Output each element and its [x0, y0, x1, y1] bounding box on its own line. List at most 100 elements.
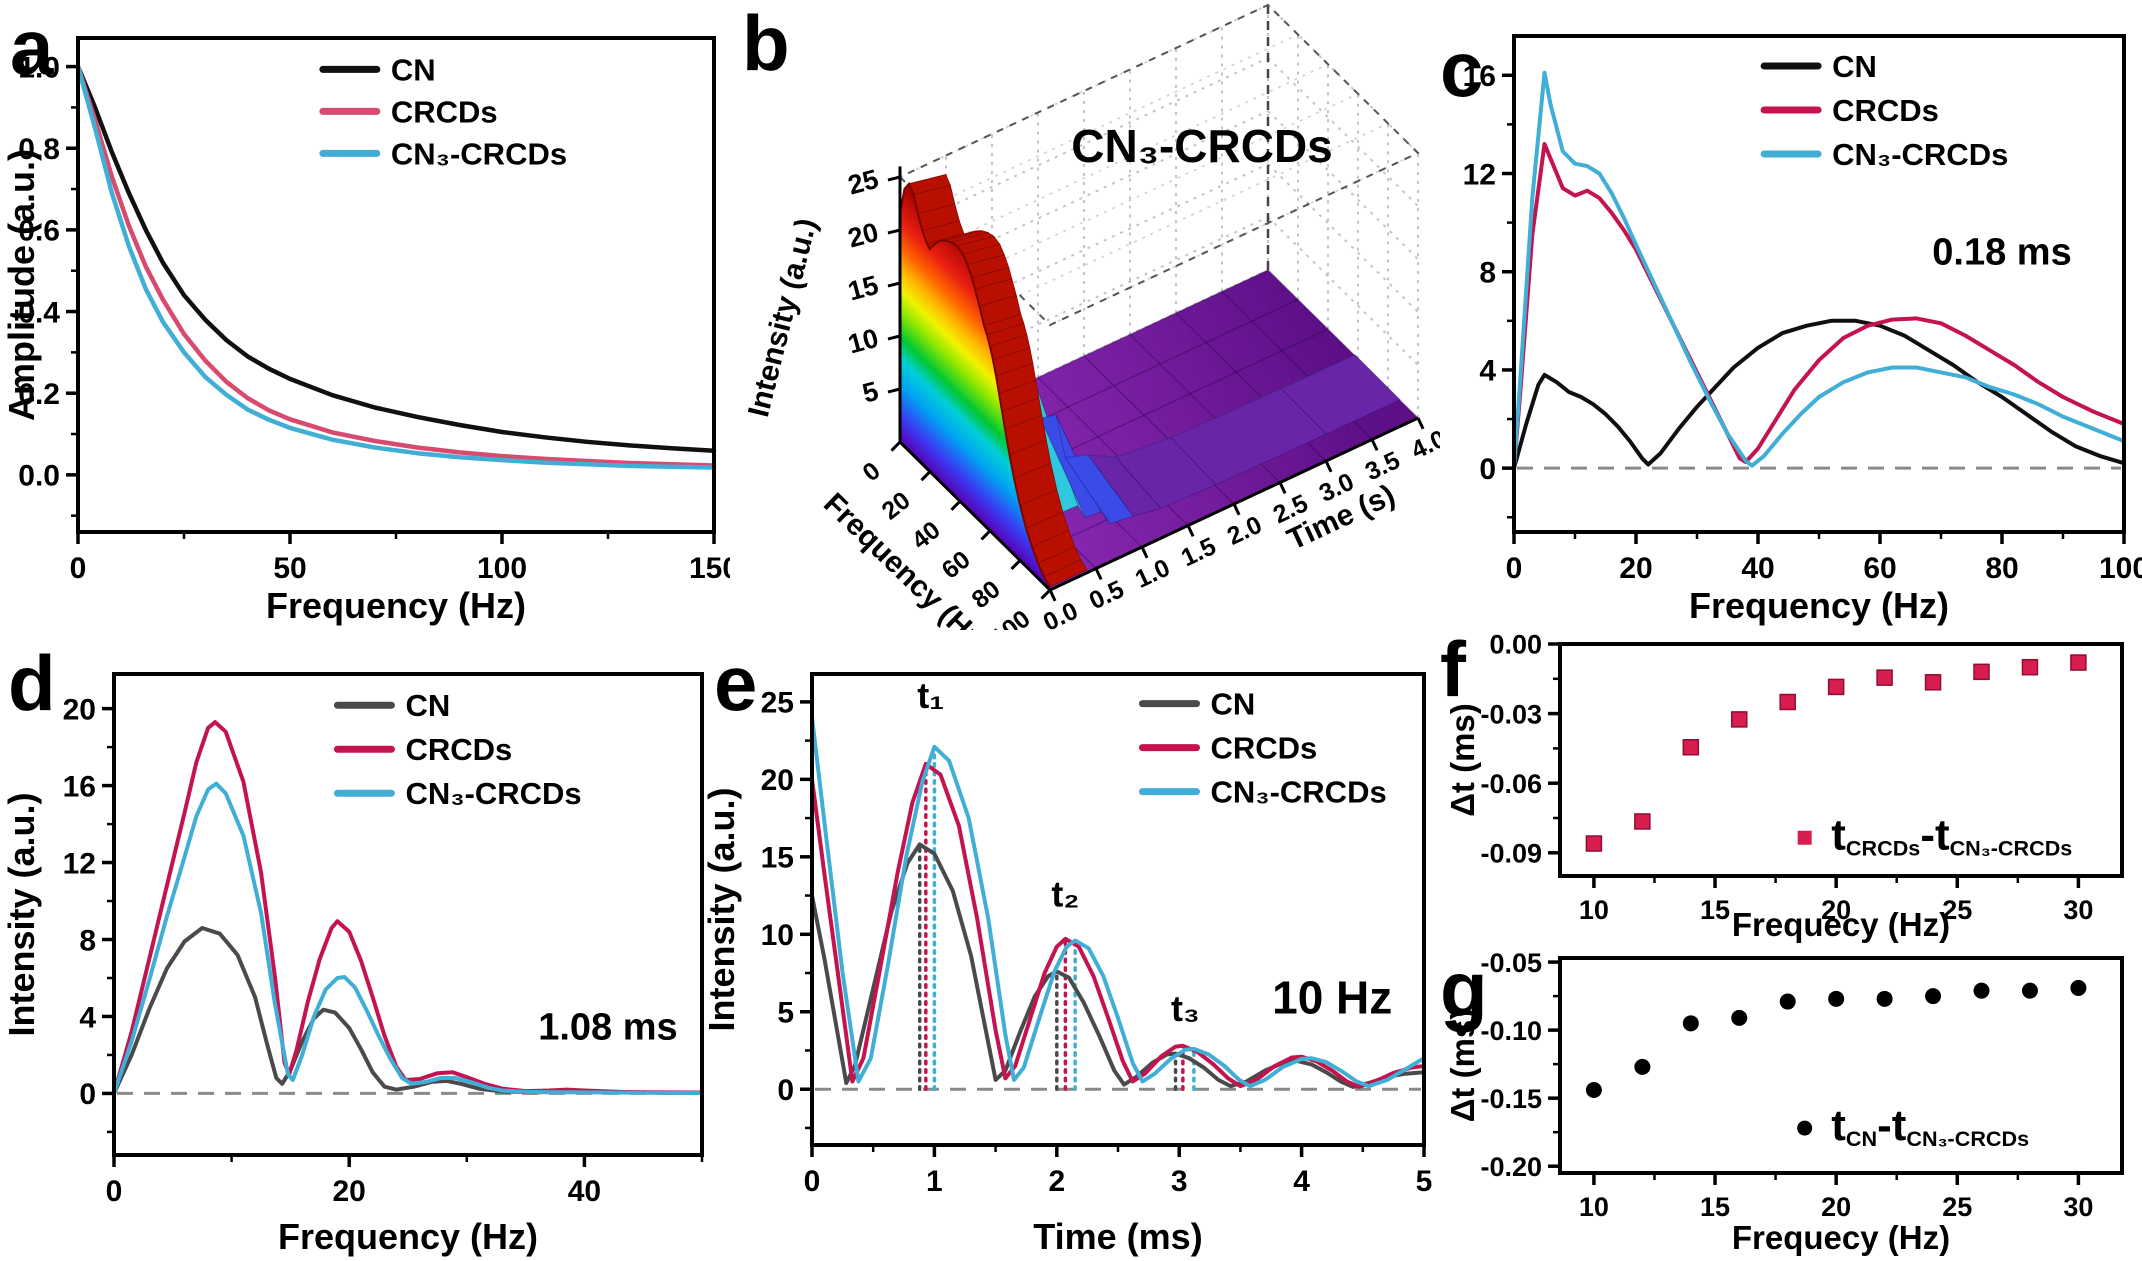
surface-front-face: [900, 183, 1050, 590]
frequency-tick-label: 60: [937, 545, 976, 584]
legend-label: CN₃-CRCDs: [1210, 775, 1386, 810]
x-axis-label: Frequency (Hz): [278, 1216, 538, 1257]
x-tick-label: 4: [1293, 1165, 1310, 1198]
data-point-square: [1876, 669, 1893, 686]
time-tick-label: 1.5: [1177, 532, 1220, 572]
x-axis-label: Frequency (Hz): [1689, 585, 1949, 626]
frequency-tick-label: 100: [986, 605, 1036, 630]
legend-label: CN: [1832, 49, 1877, 84]
panel-a-svg: 0 50 100 150 0.0 0.2 0.4 0.6 0.8 1.0 Frequency (Hz…: [1, 36, 730, 626]
y-tick-label: 16: [1463, 60, 1496, 93]
ridge-crest-line: [899, 181, 1051, 588]
y-axis-label: Intensity (a.u.): [1, 792, 42, 1036]
intensity-axis-label: Intensity (a.u.): [742, 215, 823, 420]
x-tick-label: 150: [689, 552, 730, 585]
x-axis-label: Frequency (Hz): [266, 585, 526, 626]
x-tick-label: 40: [1741, 552, 1774, 585]
y-tick-label: -0.20: [1480, 1152, 1542, 1182]
y-tick-label: 10: [761, 919, 794, 952]
x-tick-label: 50: [273, 552, 306, 585]
y-tick-label: -0.15: [1480, 1084, 1542, 1114]
data-point-circle: [1731, 1009, 1748, 1026]
frequency-tick-label: 0: [857, 457, 885, 488]
time-tick-label: 2.0: [1223, 511, 1266, 551]
x-axis-label: Time (ms): [1033, 1216, 1202, 1257]
x-tick-label: 0: [804, 1165, 821, 1198]
y-axis-label: Δt (ms): [1444, 703, 1481, 817]
y-tick-label: 25: [761, 687, 794, 720]
series-line-CN₃-CRCDs: [75, 64, 717, 470]
plot-frame: [112, 672, 704, 1157]
y-tick-label: 4: [1479, 355, 1496, 388]
legend-label: CN₃-CRCDs: [391, 136, 567, 171]
panel-letter-b: b: [742, 0, 790, 87]
x-tick-label: 1: [926, 1165, 943, 1198]
panel-b-3d-surface-chart: 5 10 15 20 25 0 20 40 60 80 100 0.0 0.5 1.0 1.5 2.0 2.5 3…: [730, 0, 1440, 630]
y-tick-label: 8: [79, 924, 96, 957]
plot-frame: [1558, 642, 2124, 878]
panel-g-delta-t-scatter-chart: 10 15 20 25 30 -0.05 -0.10 -0.15 -0.20 Frequecy (…: [1440, 948, 2142, 1261]
legend-label: CN: [1210, 687, 1255, 722]
frequency-tick-label: 40: [907, 516, 946, 555]
inplot-legend-marker: [1797, 830, 1812, 845]
panel-letter-d: d: [8, 639, 56, 727]
x-tick-label: 0: [70, 552, 87, 585]
panel-c-intensity-frequency-chart: 0 20 40 60 80 100 0 4 8 12 16 Frequency (Hz) CN CRCDs…: [1440, 0, 2142, 630]
y-tick-label: 0.4: [18, 296, 60, 329]
time-tick-label: 0.0: [1039, 597, 1082, 630]
data-point-circle: [1634, 1058, 1651, 1075]
panel-f-svg: 10 15 20 25 30 0.00 -0.03 -0.06 -0.09 Frequecy (H…: [1444, 630, 2124, 943]
x-tick-label: 0: [106, 1175, 123, 1208]
series-line-CRCDs: [1512, 142, 2126, 471]
y-tick-label: -0.05: [1480, 948, 1542, 978]
annotation-text: 10 Hz: [1272, 971, 1392, 1023]
inplot-legend-label: tCRCDs-tCN₃-CRCDs: [1831, 810, 2072, 860]
legend-label: CN₃-CRCDs: [405, 776, 581, 811]
y-tick-label: 16: [63, 770, 96, 803]
y-tick-label: 20: [761, 764, 794, 797]
data-point-circle: [1828, 990, 1845, 1007]
series-line-CN₃-CRCDs: [1512, 70, 2126, 471]
panel-c-svg: 0 20 40 60 80 100 0 4 8 12 16 Frequency (Hz) CN CRCDs…: [1463, 34, 2142, 626]
x-tick-label: 40: [568, 1175, 601, 1208]
annotation-text: t₃: [1171, 988, 1200, 1029]
z-tick-label: 25: [845, 164, 882, 201]
x-tick-label: 10: [1579, 895, 1609, 925]
decay-step-top: [1280, 354, 1401, 435]
panel-letter-a: a: [10, 3, 54, 91]
y-tick-label: 20: [63, 693, 96, 726]
plot-frame: [1558, 956, 2124, 1175]
x-tick-label: 80: [1985, 552, 2018, 585]
panel-e-svg: 0 1 2 3 4 5 0 5 10 15 20 25 Time (ms) Intensity (a.u.…: [701, 672, 1432, 1257]
z-tick-label: 20: [845, 217, 882, 254]
x-tick-label: 10: [1579, 1192, 1609, 1222]
data-point-circle: [1585, 1081, 1602, 1098]
legend-label: CN: [405, 688, 450, 723]
y-axis-label: Δt (ms): [1444, 1009, 1481, 1123]
data-point-square: [1973, 663, 1990, 681]
x-tick-label: 100: [2099, 552, 2142, 585]
data-point-circle: [1876, 990, 1893, 1007]
x-tick-label: 15: [1700, 1192, 1730, 1222]
legend-label: CRCDs: [405, 732, 512, 767]
y-tick-label: 0: [777, 1074, 794, 1107]
legend-label: CRCDs: [1210, 731, 1317, 766]
y-tick-label: 12: [63, 847, 96, 880]
data-point-square: [2070, 654, 2087, 671]
y-tick-label: 0.00: [1489, 630, 1542, 660]
x-tick-label: 30: [2063, 895, 2093, 925]
series-line-CRCDs: [810, 761, 1426, 1089]
x-tick-label: 0: [1506, 552, 1523, 585]
panel-a-amplitude-chart: 0 50 100 150 0.0 0.2 0.4 0.6 0.8 1.0 Frequency (Hz…: [0, 0, 730, 630]
panel-d-intensity-frequency-chart: 0 20 40 0 4 8 12 16 20 Frequency (Hz) Intensity (a…: [0, 630, 722, 1261]
frequency-axis: [898, 440, 1052, 592]
data-point-square: [2021, 658, 2039, 676]
legend-label: CRCDs: [391, 94, 498, 129]
time-tick-label: 4.0: [1407, 425, 1440, 465]
y-tick-label: -0.03: [1480, 699, 1542, 729]
annotation-text: 0.18 ms: [1932, 231, 2071, 273]
x-tick-label: 3: [1171, 1165, 1188, 1198]
y-tick-label: 0: [79, 1078, 96, 1111]
y-tick-label: 12: [1463, 158, 1496, 191]
